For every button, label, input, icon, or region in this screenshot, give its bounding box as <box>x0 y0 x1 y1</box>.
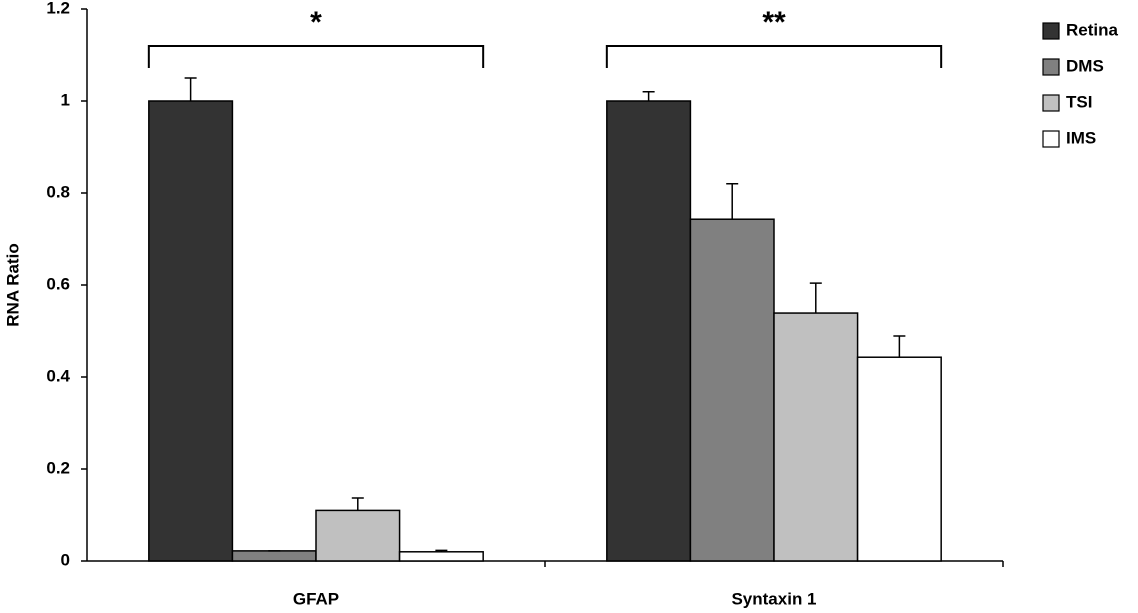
error-bar <box>726 183 739 220</box>
x-tick-label: Syntaxin 1 <box>731 589 816 608</box>
bar <box>231 550 317 562</box>
bar <box>398 551 484 562</box>
legend-label: Retina <box>1066 20 1119 39</box>
error-bar <box>435 549 448 552</box>
legend-label: IMS <box>1066 128 1096 147</box>
bar <box>315 509 401 562</box>
y-tick-label: 0.6 <box>46 274 70 293</box>
error-bar <box>184 77 197 101</box>
y-tick-label: 0 <box>61 550 70 569</box>
error-bar <box>809 282 822 314</box>
x-tick-label: GFAP <box>293 589 339 608</box>
error-bar <box>893 335 906 358</box>
bar <box>148 100 234 562</box>
y-tick-label: 1.2 <box>46 0 70 17</box>
bar <box>606 100 692 562</box>
significance-bracket <box>605 45 943 68</box>
legend-label: TSI <box>1066 92 1092 111</box>
y-axis-label: RNA Ratio <box>3 243 22 326</box>
significance-label: ** <box>762 6 786 39</box>
significance-label: * <box>310 6 322 39</box>
legend-swatch <box>1042 130 1060 148</box>
bar <box>773 312 859 562</box>
y-tick-label: 0.8 <box>46 182 70 201</box>
error-bar <box>351 497 364 511</box>
y-tick-label: 0.4 <box>46 366 70 385</box>
legend-swatch <box>1042 22 1060 40</box>
significance-bracket <box>147 45 485 68</box>
legend-swatch <box>1042 58 1060 76</box>
error-bar <box>642 91 655 101</box>
bar <box>689 218 775 562</box>
legend-swatch <box>1042 94 1060 112</box>
legend-label: DMS <box>1066 56 1104 75</box>
bar <box>856 356 942 562</box>
y-tick-label: 0.2 <box>46 458 70 477</box>
y-tick-label: 1 <box>61 90 70 109</box>
